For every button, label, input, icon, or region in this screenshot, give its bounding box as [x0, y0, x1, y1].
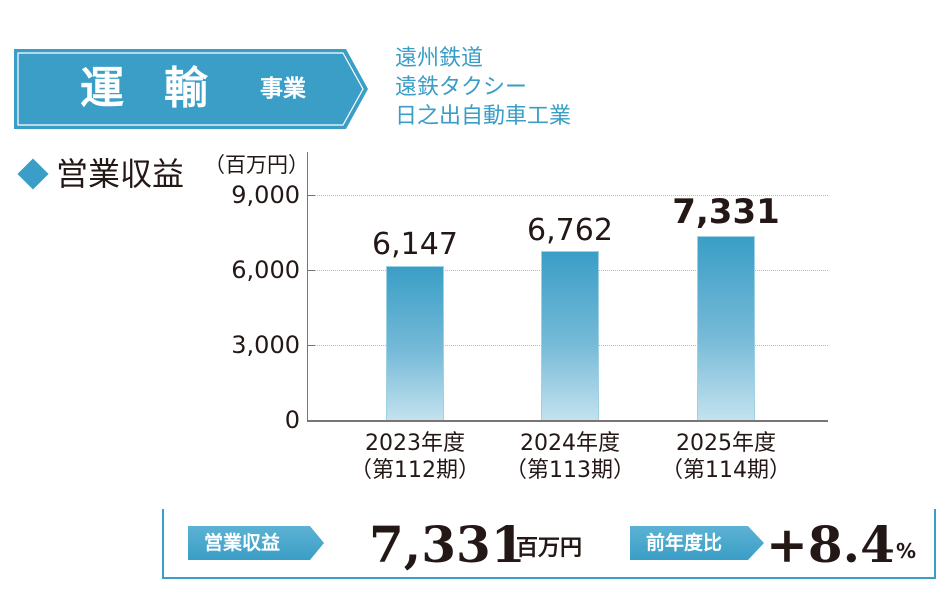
- x-category-label: 2023年度 （第112期）: [335, 430, 495, 484]
- company-item: 日之出自動車工業: [395, 104, 572, 129]
- company-item: 遠州鉄道: [395, 46, 484, 71]
- x-axis: [307, 420, 828, 422]
- x-label-period: （第114期）: [661, 458, 791, 483]
- bar-value-label: 6,147: [372, 227, 458, 262]
- y-tick: [307, 270, 315, 271]
- bar-value-label: 6,762: [527, 213, 613, 248]
- yoy-value: +8.4: [766, 515, 895, 574]
- yoy-tag: 前年度比: [630, 526, 764, 560]
- yoy-tag-label: 前年度比: [646, 532, 723, 554]
- x-label-period: （第113期）: [505, 458, 635, 483]
- gridline: [308, 195, 828, 196]
- segment-banner: 運輸 事業: [14, 49, 368, 129]
- company-item: 遠鉄タクシー: [395, 75, 528, 100]
- segment-subtitle: 事業: [260, 76, 306, 102]
- revenue-value: 7,331: [369, 515, 526, 574]
- diamond-bullet-icon: [17, 158, 49, 190]
- bar-2024: [541, 251, 599, 420]
- x-label-year: 2025年度: [676, 431, 776, 456]
- revenue-tag: 営業収益: [188, 526, 324, 560]
- revenue-unit: 百万円: [516, 536, 583, 561]
- revenue-tag-label: 営業収益: [204, 532, 281, 554]
- arrow-tag-shape: [630, 526, 764, 560]
- bar-value-label-highlight: 7,331: [672, 192, 780, 232]
- bar-2023: [386, 266, 444, 420]
- yoy-unit: %: [896, 539, 917, 563]
- summary-box: 営業収益 7,331 百万円 前年度比 +8.4 %: [162, 509, 936, 579]
- x-label-year: 2024年度: [520, 431, 620, 456]
- section-title-text: 営業収益: [56, 155, 185, 193]
- y-axis-unit: （百万円）: [204, 153, 309, 177]
- arrow-tag-shape: [188, 526, 324, 560]
- x-category-label: 2024年度 （第113期）: [490, 430, 650, 484]
- company-list: 遠州鉄道 遠鉄タクシー 日之出自動車工業: [395, 44, 571, 131]
- y-tick-label: 3,000: [231, 331, 300, 359]
- y-tick-label: 9,000: [231, 181, 300, 209]
- x-label-year: 2023年度: [365, 431, 465, 456]
- y-tick: [307, 195, 315, 196]
- y-tick-label: 6,000: [231, 256, 300, 284]
- bar-2025: [697, 236, 755, 420]
- y-axis: [307, 152, 308, 421]
- segment-title: 運輸: [80, 63, 248, 114]
- arrow-banner-shape: [14, 49, 368, 129]
- section-title: 営業収益: [16, 154, 184, 194]
- y-tick-label: 0: [284, 406, 300, 434]
- y-tick: [307, 345, 315, 346]
- x-category-label: 2025年度 （第114期）: [646, 430, 806, 484]
- x-label-period: （第112期）: [350, 458, 480, 483]
